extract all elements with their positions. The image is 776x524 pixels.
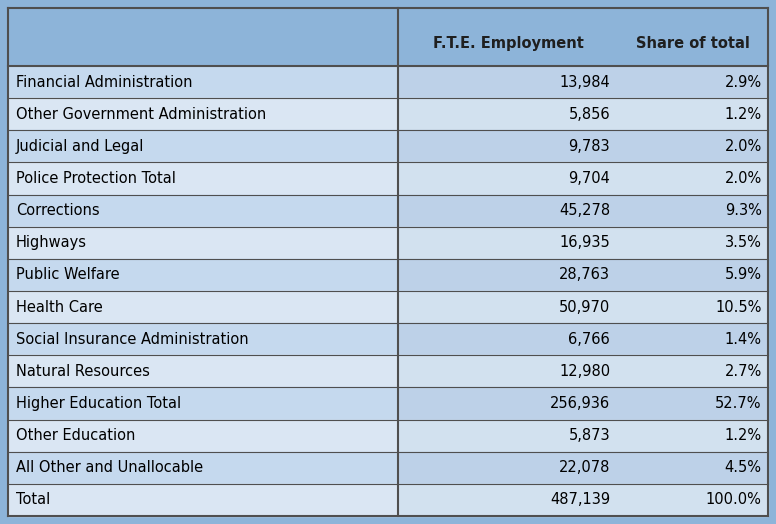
- Text: Natural Resources: Natural Resources: [16, 364, 150, 379]
- Text: Corrections: Corrections: [16, 203, 99, 218]
- Bar: [8, 259, 398, 291]
- Text: 9.3%: 9.3%: [725, 203, 762, 218]
- Text: 12,980: 12,980: [559, 364, 610, 379]
- Bar: [8, 323, 398, 355]
- Text: Social Insurance Administration: Social Insurance Administration: [16, 332, 248, 347]
- Text: 1.2%: 1.2%: [725, 107, 762, 122]
- Text: Total: Total: [16, 493, 50, 507]
- Text: 4.5%: 4.5%: [725, 460, 762, 475]
- Text: 45,278: 45,278: [559, 203, 610, 218]
- Bar: [398, 66, 768, 98]
- Text: Other Education: Other Education: [16, 428, 135, 443]
- Text: 100.0%: 100.0%: [706, 493, 762, 507]
- Text: 50,970: 50,970: [559, 300, 610, 314]
- Bar: [8, 420, 398, 452]
- Bar: [398, 98, 768, 130]
- Text: 9,704: 9,704: [568, 171, 610, 186]
- Text: 2.9%: 2.9%: [725, 74, 762, 90]
- Bar: [8, 194, 398, 227]
- Text: Police Protection Total: Police Protection Total: [16, 171, 175, 186]
- Bar: [398, 162, 768, 194]
- Bar: [398, 387, 768, 420]
- Bar: [8, 98, 398, 130]
- Text: Public Welfare: Public Welfare: [16, 267, 120, 282]
- Bar: [8, 355, 398, 387]
- Text: 10.5%: 10.5%: [715, 300, 762, 314]
- Bar: [398, 227, 768, 259]
- Text: 2.7%: 2.7%: [725, 364, 762, 379]
- Bar: [398, 420, 768, 452]
- Bar: [8, 66, 398, 98]
- Text: Other Government Administration: Other Government Administration: [16, 107, 266, 122]
- Bar: [8, 387, 398, 420]
- Bar: [398, 355, 768, 387]
- Bar: [398, 452, 768, 484]
- Text: 16,935: 16,935: [559, 235, 610, 250]
- Bar: [398, 291, 768, 323]
- Text: 1.2%: 1.2%: [725, 428, 762, 443]
- Text: 9,783: 9,783: [569, 139, 610, 154]
- Bar: [398, 259, 768, 291]
- Bar: [398, 130, 768, 162]
- Text: 52.7%: 52.7%: [715, 396, 762, 411]
- Text: 256,936: 256,936: [550, 396, 610, 411]
- Text: 28,763: 28,763: [559, 267, 610, 282]
- Text: 3.5%: 3.5%: [725, 235, 762, 250]
- Bar: [8, 162, 398, 194]
- Bar: [8, 484, 398, 516]
- Text: 6,766: 6,766: [569, 332, 610, 347]
- Bar: [398, 484, 768, 516]
- Bar: [8, 227, 398, 259]
- Bar: [8, 452, 398, 484]
- Text: 13,984: 13,984: [559, 74, 610, 90]
- Bar: [398, 194, 768, 227]
- Bar: [398, 323, 768, 355]
- Text: Share of total: Share of total: [636, 37, 750, 51]
- Text: 2.0%: 2.0%: [725, 139, 762, 154]
- Text: 2.0%: 2.0%: [725, 171, 762, 186]
- Bar: [8, 8, 768, 66]
- Text: 22,078: 22,078: [559, 460, 610, 475]
- Bar: [8, 130, 398, 162]
- Text: Health Care: Health Care: [16, 300, 102, 314]
- Text: Higher Education Total: Higher Education Total: [16, 396, 181, 411]
- Text: 487,139: 487,139: [550, 493, 610, 507]
- Text: All Other and Unallocable: All Other and Unallocable: [16, 460, 203, 475]
- Text: F.T.E. Employment: F.T.E. Employment: [432, 37, 584, 51]
- Bar: [8, 291, 398, 323]
- Text: 1.4%: 1.4%: [725, 332, 762, 347]
- Text: Financial Administration: Financial Administration: [16, 74, 192, 90]
- Text: 5,873: 5,873: [569, 428, 610, 443]
- Text: Judicial and Legal: Judicial and Legal: [16, 139, 144, 154]
- Text: Highways: Highways: [16, 235, 87, 250]
- Text: 5.9%: 5.9%: [725, 267, 762, 282]
- Text: 5,856: 5,856: [569, 107, 610, 122]
